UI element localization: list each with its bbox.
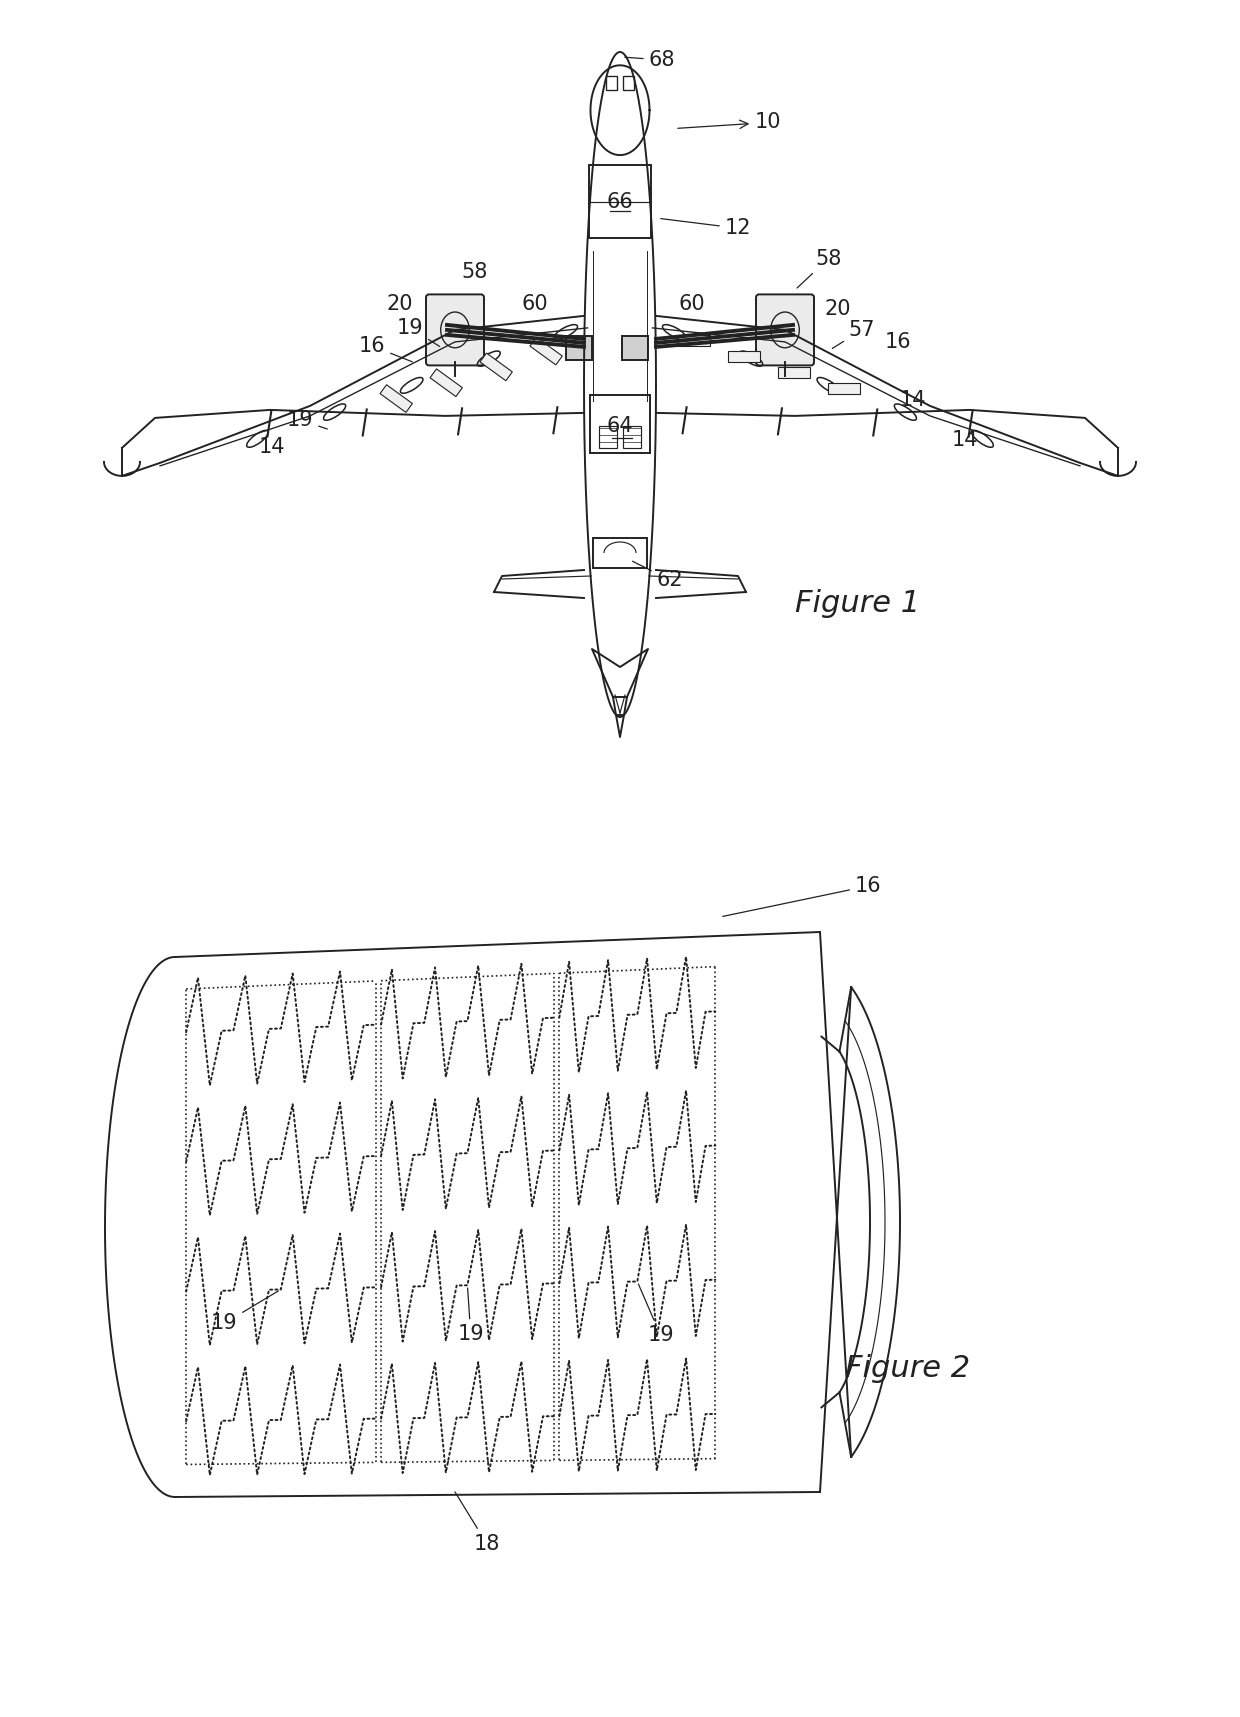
Bar	[622, 337, 649, 361]
Text: 16: 16	[885, 331, 911, 352]
Text: 19: 19	[286, 410, 327, 429]
Bar	[678, 335, 711, 347]
Text: Figure 1: Figure 1	[795, 589, 920, 618]
Text: Figure 2: Figure 2	[844, 1355, 970, 1382]
Text: 60: 60	[522, 294, 548, 314]
Text: 19: 19	[639, 1284, 673, 1346]
Text: 18: 18	[455, 1492, 500, 1554]
Text: 14: 14	[259, 436, 285, 457]
Bar	[777, 367, 810, 378]
Bar	[622, 76, 634, 89]
Text: 66: 66	[606, 192, 634, 211]
Text: 58: 58	[797, 249, 842, 288]
FancyBboxPatch shape	[756, 294, 813, 366]
Bar	[589, 165, 651, 239]
Text: 12: 12	[661, 218, 751, 239]
Bar	[728, 350, 760, 362]
Text: 68: 68	[625, 50, 676, 70]
Text: 19: 19	[397, 318, 440, 347]
Text: 14: 14	[952, 429, 978, 450]
Bar	[828, 383, 861, 393]
Bar	[379, 385, 413, 412]
Bar	[529, 337, 562, 366]
Text: 64: 64	[606, 416, 634, 436]
Bar	[622, 426, 641, 448]
Text: 10: 10	[678, 113, 781, 132]
Bar	[480, 354, 512, 381]
Polygon shape	[613, 697, 627, 714]
Bar	[565, 337, 591, 361]
Text: 20: 20	[387, 294, 413, 314]
Text: 19: 19	[211, 1291, 279, 1334]
Bar	[430, 369, 463, 397]
Text: 57: 57	[832, 319, 875, 349]
Text: 16: 16	[358, 337, 413, 362]
Text: 60: 60	[678, 294, 706, 314]
Text: 19: 19	[458, 1288, 484, 1344]
Bar	[606, 76, 618, 89]
FancyBboxPatch shape	[427, 294, 484, 366]
Text: 14: 14	[900, 390, 926, 410]
Bar	[599, 426, 618, 448]
Bar	[593, 537, 647, 568]
Text: 20: 20	[825, 299, 851, 319]
Text: 58: 58	[461, 263, 489, 282]
Bar	[590, 395, 650, 453]
Text: 16: 16	[723, 876, 882, 917]
Text: 62: 62	[632, 561, 683, 591]
